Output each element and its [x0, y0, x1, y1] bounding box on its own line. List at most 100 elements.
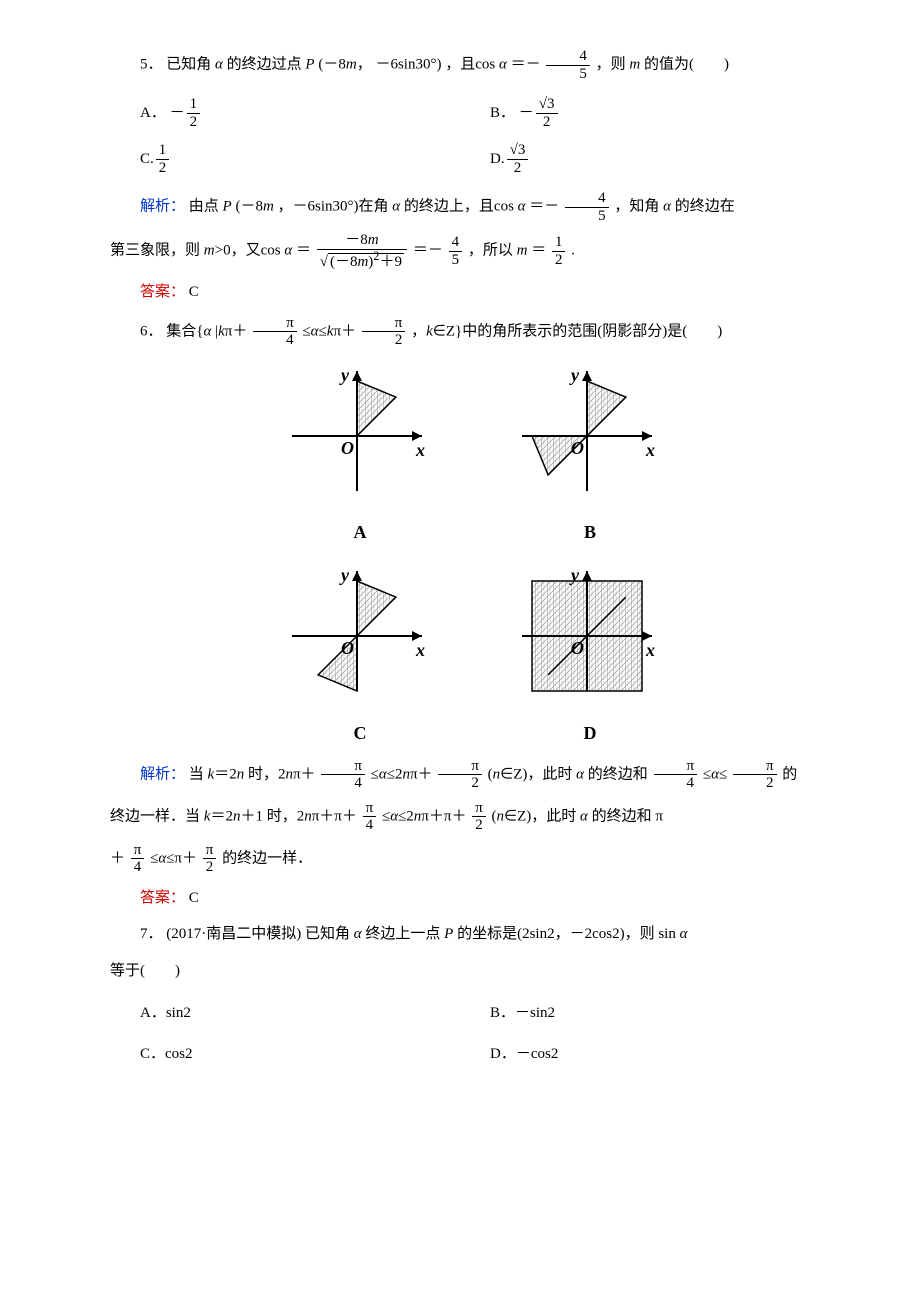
txt: 的终边过点	[227, 56, 306, 72]
var-m: m	[629, 56, 640, 72]
num: π	[363, 800, 377, 818]
q6-analysis-2: 终边一样．当 k＝2n＋1 时，2nπ＋π＋ π4 ≤α≤2nπ＋π＋ π2 (…	[110, 800, 840, 834]
den: 2	[552, 252, 566, 269]
den: 4	[131, 859, 145, 876]
svg-text:x: x	[645, 440, 655, 460]
frac: π2	[438, 758, 482, 792]
txt: π＋	[293, 766, 316, 782]
svg-text:x: x	[645, 640, 655, 660]
den: 4	[654, 775, 698, 792]
q5-options: A． －12 B． －√32 C.12 D.√32	[140, 90, 840, 182]
q5-number: 5．	[140, 56, 163, 72]
frac: π4	[654, 758, 698, 792]
txt: 第三象限，则	[110, 242, 204, 258]
den: 4	[253, 332, 297, 349]
den: 5	[546, 66, 590, 83]
svg-text:y: y	[339, 565, 350, 585]
alpha: α	[390, 808, 398, 824]
txt: ，知角	[614, 198, 663, 214]
q7-number: 7．	[140, 926, 163, 942]
txt: ≤	[703, 766, 711, 782]
q7-options: A．sin2 B．－sin2 C．cos2 D．－cos2	[140, 993, 840, 1074]
q5-analysis-1: 解析： 由点 P (－8m ，－6sin30°)在角 α 的终边上，且cos α…	[110, 190, 840, 224]
txt: ，	[357, 56, 372, 72]
frac: π4	[321, 758, 365, 792]
opt-label: D.	[490, 145, 505, 174]
txt: (－8	[330, 254, 358, 270]
frac: 45	[546, 48, 590, 82]
den: 2	[187, 114, 201, 131]
q5-analysis-2: 第三象限，则 m>0，又cos α ＝ －8m √(－8m)2＋9 ＝－ 45 …	[110, 232, 840, 270]
txt: 的终边上，且cos	[404, 198, 518, 214]
txt: π＋	[333, 323, 356, 339]
txt: ≤	[302, 323, 310, 339]
source: (2017·南昌二中模拟)	[166, 926, 301, 942]
txt: 时，2	[248, 766, 286, 782]
var-k: k	[426, 323, 433, 339]
fig-C: yxOC	[275, 561, 445, 750]
var-m: m	[204, 242, 215, 258]
txt: ，且cos	[445, 56, 499, 72]
answer-val: C	[189, 890, 199, 906]
opt-D: D．－cos2	[490, 1040, 840, 1069]
txt: 终边上一点	[365, 926, 444, 942]
svg-text:y: y	[569, 565, 580, 585]
q6-figures-row1: yxOA yxOB	[110, 361, 840, 550]
radicand: (－8m)2＋9	[328, 253, 404, 270]
alpha: α	[518, 198, 526, 214]
txt: ，	[411, 323, 426, 339]
num: π	[438, 758, 482, 776]
txt: (－8	[235, 198, 263, 214]
num: －8m	[317, 232, 407, 250]
txt: ，则	[596, 56, 630, 72]
den: 2	[362, 332, 406, 349]
var-m: m	[368, 232, 379, 248]
alpha: α	[215, 56, 223, 72]
var-m: m	[346, 56, 357, 72]
q6-analysis-1: 解析： 当 k＝2n 时，2nπ＋ π4 ≤α≤2nπ＋ π2 (n∈Z)，此时…	[110, 758, 840, 792]
txt: 的值为( )	[644, 56, 729, 72]
den: 5	[449, 252, 463, 269]
txt: ≤2	[398, 808, 414, 824]
frac: π2	[203, 842, 217, 876]
var-P: P	[223, 198, 232, 214]
txt: －6sin30°	[375, 56, 436, 72]
txt: ＝2	[214, 766, 237, 782]
txt: π＋π＋	[421, 808, 466, 824]
num: √3	[507, 142, 529, 160]
opt-B: B．－sin2	[490, 999, 840, 1028]
fig-A: yxOA	[275, 361, 445, 550]
svg-text:x: x	[415, 640, 425, 660]
txt: )	[436, 56, 441, 72]
var-k: k	[218, 323, 225, 339]
txt: ，－6sin30°)在角	[278, 198, 393, 214]
txt: 当	[189, 766, 208, 782]
txt: 已知角	[305, 926, 354, 942]
analysis-label: 解析：	[140, 766, 185, 782]
var-n: n	[237, 766, 245, 782]
txt: π＋π＋	[312, 808, 357, 824]
opt-label: D．	[490, 1040, 516, 1069]
diagram-B: yxO	[505, 361, 675, 501]
alpha: α	[392, 198, 400, 214]
num: π	[472, 800, 486, 818]
var-n: n	[497, 808, 505, 824]
frac: π2	[472, 800, 486, 834]
txt: ＝－	[413, 242, 443, 258]
frac: 12	[187, 96, 201, 130]
txt: ≤	[382, 808, 390, 824]
diagram-D: yxO	[505, 561, 675, 701]
answer-val: C	[189, 284, 199, 300]
txt: ∈Z)，此时	[500, 766, 576, 782]
num: 4	[565, 190, 609, 208]
opt-label: B．	[490, 99, 515, 128]
txt: ＋9	[380, 254, 403, 270]
var-m: m	[517, 242, 528, 258]
alpha: α	[711, 766, 719, 782]
opt-val: －cos2	[516, 1040, 559, 1069]
txt: 由点	[189, 198, 223, 214]
alpha: α	[354, 926, 362, 942]
frac: 12	[552, 234, 566, 268]
opt-val: cos2	[165, 1040, 193, 1069]
alpha: α	[663, 198, 671, 214]
